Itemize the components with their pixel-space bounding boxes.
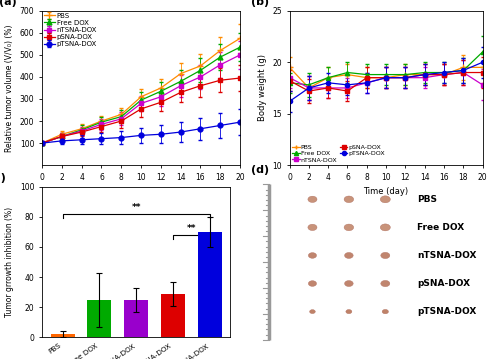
- Text: nTSNA-DOX: nTSNA-DOX: [417, 251, 477, 260]
- Ellipse shape: [308, 253, 316, 258]
- Ellipse shape: [308, 281, 316, 286]
- Legend: PBS, Free DOX, nTSNA-DOX, pSNA-DOX, pTSNA-DOX: PBS, Free DOX, nTSNA-DOX, pSNA-DOX, pTSN…: [44, 12, 98, 48]
- Ellipse shape: [382, 309, 389, 314]
- Text: (d): (d): [251, 165, 269, 175]
- Ellipse shape: [308, 224, 317, 230]
- Bar: [88, 300, 111, 337]
- Ellipse shape: [380, 224, 391, 231]
- Ellipse shape: [309, 310, 315, 313]
- Ellipse shape: [346, 309, 352, 314]
- Ellipse shape: [345, 252, 353, 258]
- Ellipse shape: [345, 281, 353, 286]
- Text: (a): (a): [0, 0, 16, 6]
- Text: pTSNA-DOX: pTSNA-DOX: [417, 307, 477, 316]
- Y-axis label: Tumor grrowth inhibition (%): Tumor grrowth inhibition (%): [5, 207, 14, 317]
- Y-axis label: Body weight (g): Body weight (g): [258, 55, 267, 121]
- Text: **: **: [131, 203, 141, 212]
- Ellipse shape: [308, 196, 317, 202]
- Bar: [124, 300, 148, 337]
- X-axis label: Time (day): Time (day): [363, 187, 409, 196]
- Ellipse shape: [381, 280, 390, 286]
- Text: Free DOX: Free DOX: [417, 223, 464, 232]
- Text: PBS: PBS: [417, 195, 437, 204]
- Text: pSNA-DOX: pSNA-DOX: [417, 279, 470, 288]
- Legend: PBS, Free DOX, nTSNA-DOX, pSNA-DOX, pTSNA-DOX: PBS, Free DOX, nTSNA-DOX, pSNA-DOX, pTSN…: [292, 144, 386, 163]
- Ellipse shape: [344, 224, 353, 231]
- Text: **: **: [187, 224, 196, 233]
- Ellipse shape: [344, 196, 353, 202]
- Bar: [198, 232, 222, 337]
- Text: (b): (b): [251, 0, 269, 6]
- Bar: [50, 335, 75, 337]
- Y-axis label: Relative tumor volume (V/V₀) (%): Relative tumor volume (V/V₀) (%): [5, 24, 14, 152]
- Ellipse shape: [381, 252, 390, 258]
- X-axis label: Time (day): Time (day): [118, 187, 164, 196]
- Text: (c): (c): [0, 173, 6, 183]
- Ellipse shape: [380, 196, 391, 203]
- Bar: [161, 294, 185, 337]
